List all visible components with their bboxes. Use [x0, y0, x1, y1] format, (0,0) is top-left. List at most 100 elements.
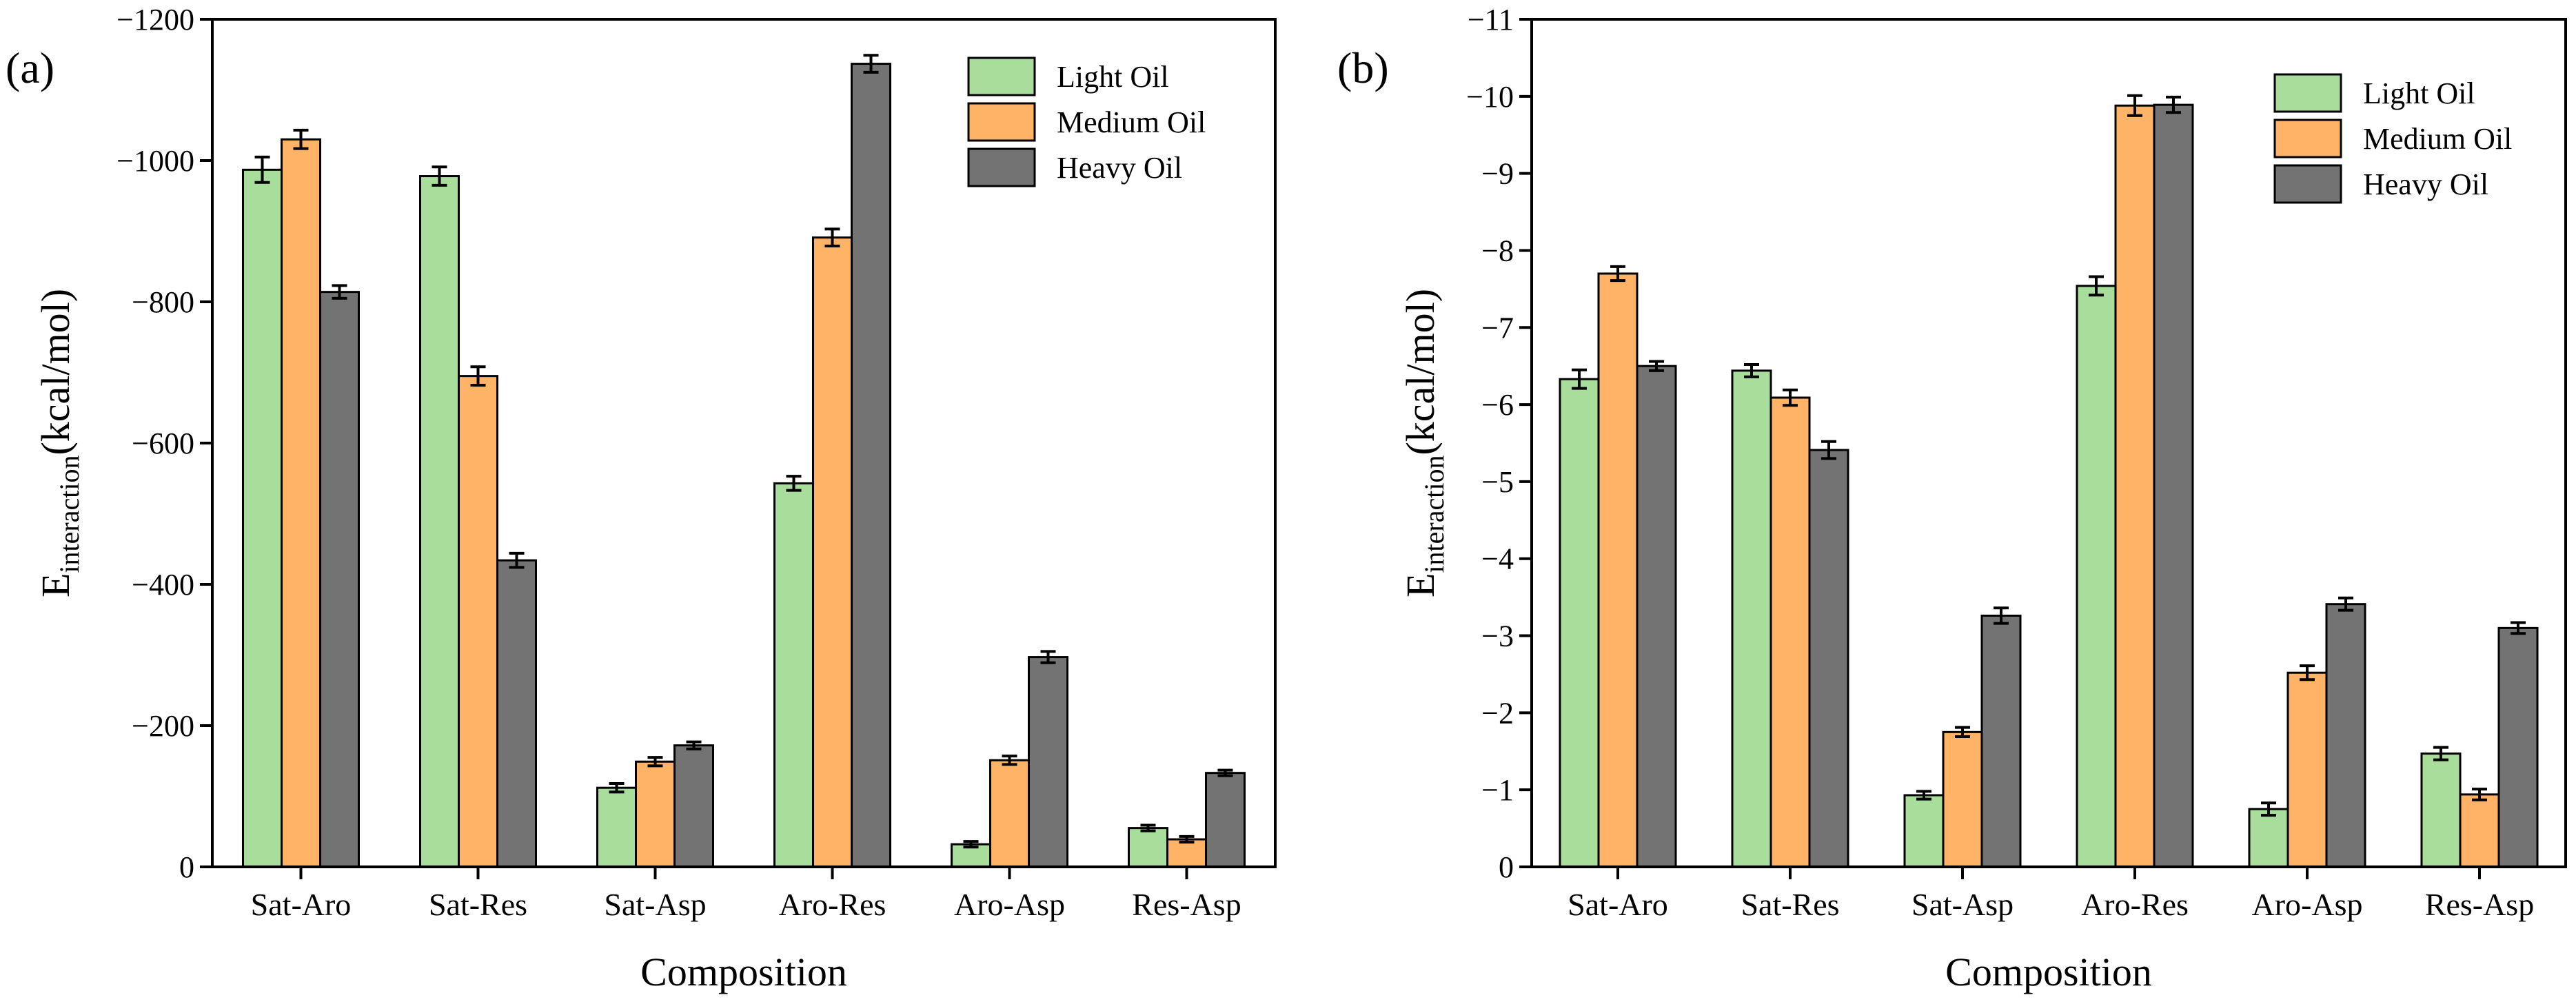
- error-bar-b-heavy-oil-sat-asp: [1994, 606, 2009, 625]
- bar-a-light-oil-sat-res: [419, 175, 460, 868]
- x-tick-label-a-3: Aro-Res: [779, 887, 886, 922]
- bars-group-b: [1559, 94, 2539, 868]
- bar-b-heavy-oil-sat-aro: [1636, 365, 1677, 868]
- bar-b-light-oil-aro-asp: [2248, 808, 2289, 868]
- error-bar-b-medium-oil-aro-res: [2127, 94, 2142, 117]
- y-tick-label-b-3: −3: [1481, 619, 1514, 653]
- y-tick-label-b-0: 0: [1499, 850, 1514, 884]
- bar-b-light-oil-sat-res: [1731, 369, 1772, 868]
- error-bar-b-light-oil-aro-res: [2089, 275, 2104, 297]
- x-ticks-b: Sat-Aro Sat-Res Sat-Asp Aro-Res Aro-Asp Res-A…: [1568, 867, 2534, 922]
- legend-b: Light Oil Medium Oil Heavy Oil: [2273, 73, 2512, 204]
- y-tick-label-b-7: −7: [1481, 311, 1514, 345]
- legend-a: Light Oil Medium Oil Heavy Oil: [967, 57, 1206, 187]
- bar-a-heavy-oil-res-asp: [1205, 772, 1246, 868]
- bar-b-heavy-oil-aro-res: [2153, 103, 2194, 868]
- bar-a-medium-oil-aro-asp: [989, 759, 1030, 868]
- y-tick-label-b-8: −8: [1481, 234, 1514, 267]
- bar-b-heavy-oil-res-asp: [2497, 626, 2539, 868]
- bar-a-light-oil-sat-aro: [242, 168, 283, 868]
- x-ticks-a: Sat-Aro Sat-Res Sat-Asp Aro-Res Aro-Asp Res-A…: [251, 867, 1241, 922]
- plot-frame-b: [1530, 18, 2567, 868]
- y-ticks-a: 0 −200 −400 −600 −800 −1000 −1200: [116, 3, 212, 884]
- error-bar-a-light-oil-sat-aro: [254, 155, 270, 184]
- error-bar-a-medium-oil-aro-res: [824, 227, 840, 248]
- y-axis-title-main-a: E: [33, 573, 78, 597]
- y-ticks-b: 0 −1 −2 −3 −4 −5 −6 −7 −8 −9 −10 −11: [1466, 3, 1532, 884]
- legend-label-a-1: Medium Oil: [1057, 105, 1206, 139]
- panel-label-a: (a): [6, 43, 54, 92]
- error-bar-a-heavy-oil-sat-res: [509, 551, 525, 569]
- bar-b-medium-oil-res-asp: [2459, 793, 2500, 868]
- bar-b-heavy-oil-sat-res: [1808, 449, 1849, 868]
- error-bar-b-heavy-oil-sat-res: [1821, 440, 1836, 460]
- error-bar-b-medium-oil-sat-aro: [1610, 265, 1625, 283]
- bar-b-light-oil-aro-res: [2076, 285, 2117, 868]
- error-bar-a-light-oil-res-asp: [1140, 823, 1156, 832]
- error-bar-a-medium-oil-sat-aro: [293, 128, 309, 150]
- legend-swatch-b-1: [2273, 119, 2342, 158]
- error-bar-b-medium-oil-aro-asp: [2300, 664, 2315, 682]
- error-bar-b-light-oil-aro-asp: [2261, 801, 2276, 817]
- legend-swatch-b-2: [2273, 164, 2342, 204]
- bar-b-medium-oil-sat-aro: [1597, 272, 1639, 868]
- error-bar-b-light-oil-res-asp: [2433, 746, 2448, 761]
- y-tick-label-b-11: −11: [1468, 3, 1514, 37]
- bar-b-medium-oil-sat-asp: [1942, 730, 1983, 868]
- bar-a-heavy-oil-sat-aro: [319, 291, 360, 868]
- bar-a-medium-oil-sat-asp: [635, 760, 676, 868]
- error-bar-b-medium-oil-sat-asp: [1955, 726, 1970, 739]
- y-axis-title-sub-a: interaction: [54, 455, 85, 573]
- bar-b-medium-oil-aro-asp: [2286, 671, 2328, 868]
- bar-b-heavy-oil-sat-asp: [1980, 614, 2022, 868]
- x-tick-label-b-1: Sat-Res: [1741, 887, 1839, 922]
- legend-label-b-1: Medium Oil: [2363, 122, 2512, 156]
- bar-a-medium-oil-sat-aro: [281, 138, 321, 868]
- legend-swatch-a-1: [967, 102, 1036, 142]
- y-axis-title-unit-a: (kcal/mol): [33, 289, 78, 455]
- error-bar-b-light-oil-sat-res: [1744, 362, 1759, 378]
- error-bar-a-light-oil-sat-res: [432, 165, 447, 187]
- y-tick-label-b-10: −10: [1466, 80, 1514, 114]
- bar-a-medium-oil-aro-res: [812, 236, 853, 868]
- y-axis-title-b: Einteraction(kcal/mol): [1398, 289, 1450, 597]
- y-tick-label-b-1: −1: [1481, 773, 1514, 807]
- bar-b-light-oil-sat-asp: [1903, 794, 1945, 868]
- y-tick-label-a-2: −400: [132, 568, 194, 602]
- bars-group-a: [242, 54, 1246, 868]
- legend-label-a-0: Light Oil: [1057, 60, 1169, 94]
- error-bar-b-heavy-oil-aro-res: [2166, 95, 2181, 114]
- legend-label-b-2: Heavy Oil: [2363, 167, 2488, 201]
- legend-label-a-2: Heavy Oil: [1057, 151, 1182, 185]
- x-tick-label-a-1: Sat-Res: [429, 887, 527, 922]
- y-tick-label-a-4: −800: [132, 285, 194, 319]
- bar-b-heavy-oil-aro-asp: [2325, 603, 2366, 868]
- legend-swatch-b-0: [2273, 73, 2342, 113]
- x-tick-label-a-2: Sat-Asp: [604, 887, 706, 922]
- error-bar-b-heavy-oil-res-asp: [2511, 621, 2526, 635]
- y-tick-label-a-0: 0: [179, 850, 194, 884]
- bar-a-light-oil-aro-res: [773, 482, 814, 868]
- error-bar-b-heavy-oil-aro-asp: [2338, 596, 2353, 612]
- error-bar-b-light-oil-sat-asp: [1916, 790, 1931, 801]
- x-tick-label-b-0: Sat-Aro: [1568, 887, 1668, 922]
- x-tick-label-a-0: Sat-Aro: [251, 887, 352, 922]
- error-bar-a-medium-oil-sat-res: [470, 365, 486, 387]
- y-tick-label-b-2: −2: [1481, 696, 1514, 730]
- bar-a-heavy-oil-sat-res: [496, 559, 537, 868]
- bar-a-medium-oil-sat-res: [458, 375, 498, 868]
- x-tick-label-b-4: Aro-Asp: [2252, 887, 2363, 922]
- legend-swatch-a-0: [967, 57, 1036, 96]
- error-bar-a-medium-oil-res-asp: [1179, 834, 1195, 844]
- x-tick-label-b-2: Sat-Asp: [1911, 887, 2014, 922]
- legend-swatch-a-2: [967, 147, 1036, 187]
- chart-panel-a: (a) 0−200−400−600−800−1000−1200 Sat-Aro S…: [6, 3, 1277, 994]
- bar-a-heavy-oil-aro-res: [851, 63, 891, 868]
- y-tick-label-b-5: −5: [1481, 465, 1514, 499]
- bar-a-light-oil-sat-asp: [596, 786, 637, 868]
- y-tick-label-a-1: −200: [132, 709, 194, 743]
- y-tick-label-b-9: −9: [1481, 157, 1514, 191]
- x-axis-title-b: Composition: [1945, 950, 2152, 994]
- bar-b-medium-oil-aro-res: [2114, 104, 2156, 868]
